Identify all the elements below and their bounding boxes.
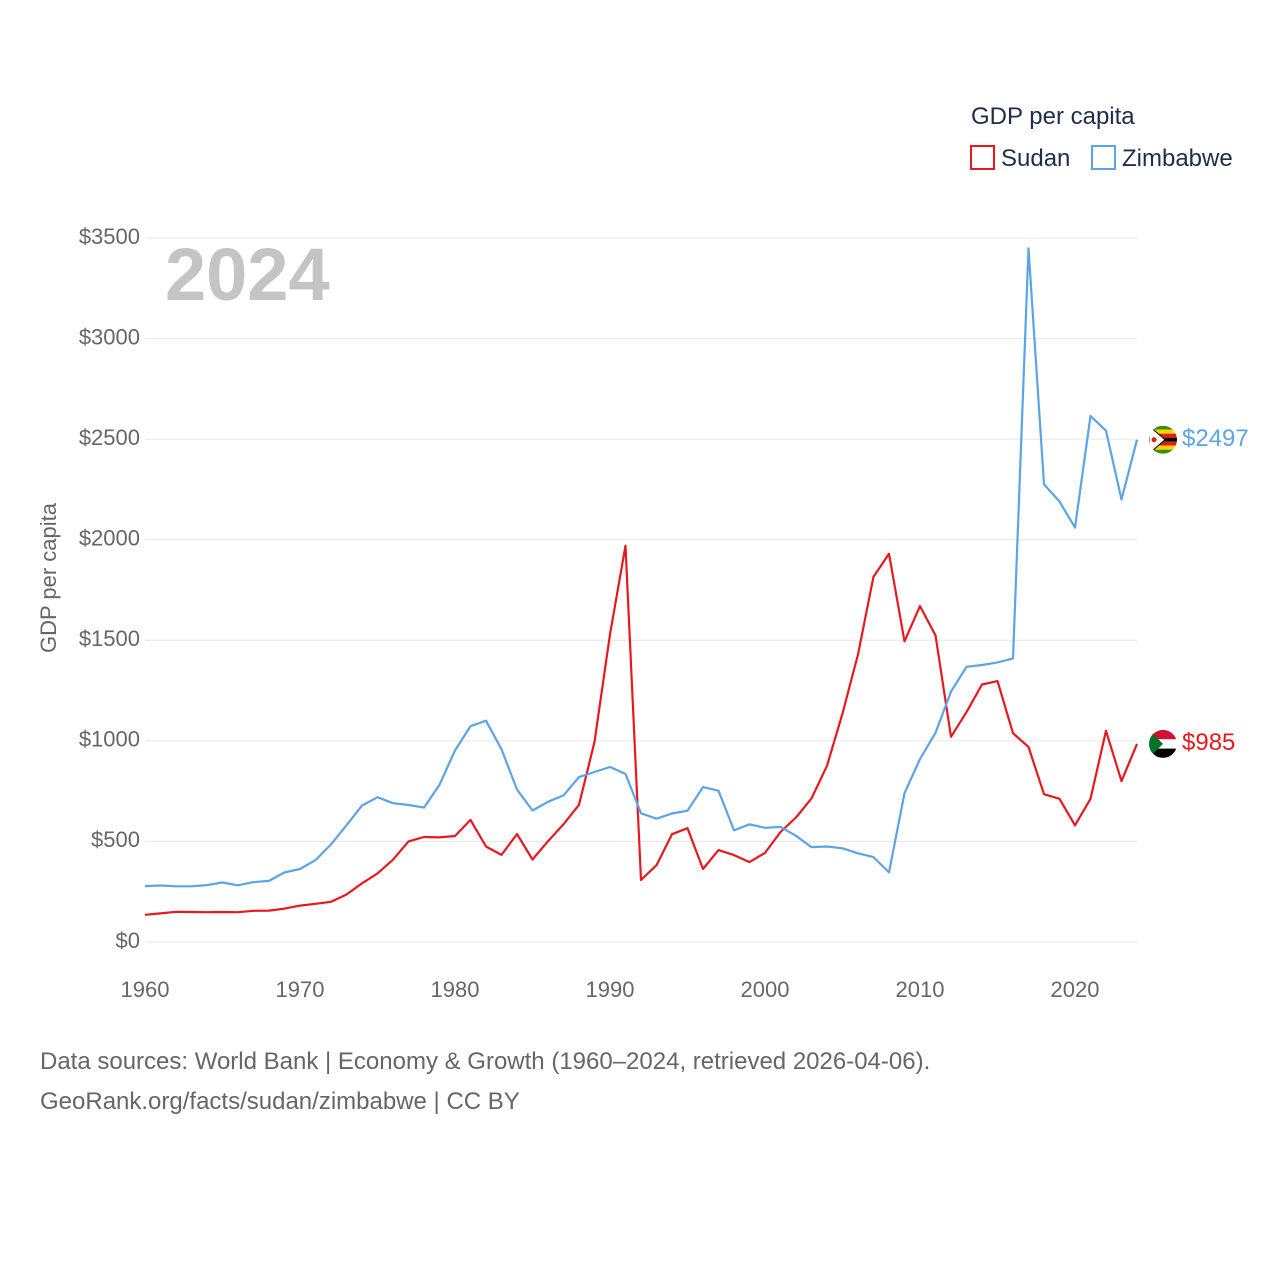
end-value-label-sudan: $985: [1182, 729, 1235, 756]
legend: GDP per capita Sudan Zimbabwe: [970, 103, 1233, 172]
x-tick-label: 2010: [896, 977, 945, 1002]
legend-label-sudan[interactable]: Sudan: [1001, 145, 1070, 172]
x-tick-label: 2000: [741, 977, 790, 1002]
x-tick-label: 1990: [586, 977, 635, 1002]
x-axis: 1960 1970 1980 1990 2000 2010 2020: [121, 977, 1100, 1002]
y-tick-label: $1000: [79, 727, 140, 752]
series-line-zimbabwe[interactable]: [144, 247, 1139, 888]
legend-label-zimbabwe[interactable]: Zimbabwe: [1122, 145, 1233, 172]
year-label: 2024: [165, 233, 330, 316]
footer-attribution[interactable]: GeoRank.org/facts/sudan/zimbabwe | CC BY: [40, 1088, 520, 1115]
data-source-footer: Data sources: World Bank | Economy & Gro…: [40, 1042, 930, 1122]
y-axis-title: GDP per capita: [36, 502, 61, 653]
x-tick-label: 1970: [276, 977, 325, 1002]
y-tick-label: $0: [116, 928, 140, 953]
legend-swatch-zimbabwe[interactable]: [1091, 145, 1116, 170]
y-tick-label: $2500: [79, 425, 140, 450]
series-lines: [144, 247, 1139, 916]
y-tick-label: $2000: [79, 526, 140, 551]
x-tick-label: 1980: [431, 977, 480, 1002]
y-axis: $0 $500 $1000 $1500 $2000 $2500 $3000 $3500: [79, 224, 140, 953]
x-tick-label: 2020: [1051, 977, 1100, 1002]
y-tick-label: $500: [91, 827, 140, 852]
sudan-flag-icon: [1149, 729, 1177, 758]
zimbabwe-flag-icon: [1149, 425, 1177, 454]
gridlines: [145, 237, 1137, 842]
end-value-label-zimbabwe: $2497: [1182, 425, 1249, 452]
y-tick-label: $1500: [79, 626, 140, 651]
y-tick-label: $3500: [79, 224, 140, 249]
y-tick-label: $3000: [79, 324, 140, 349]
x-tick-label: 1960: [121, 977, 170, 1002]
series-line-sudan[interactable]: [144, 544, 1139, 916]
legend-swatch-sudan[interactable]: [970, 145, 995, 170]
legend-title: GDP per capita: [971, 103, 1135, 130]
footer-sources: Data sources: World Bank | Economy & Gro…: [40, 1048, 931, 1075]
